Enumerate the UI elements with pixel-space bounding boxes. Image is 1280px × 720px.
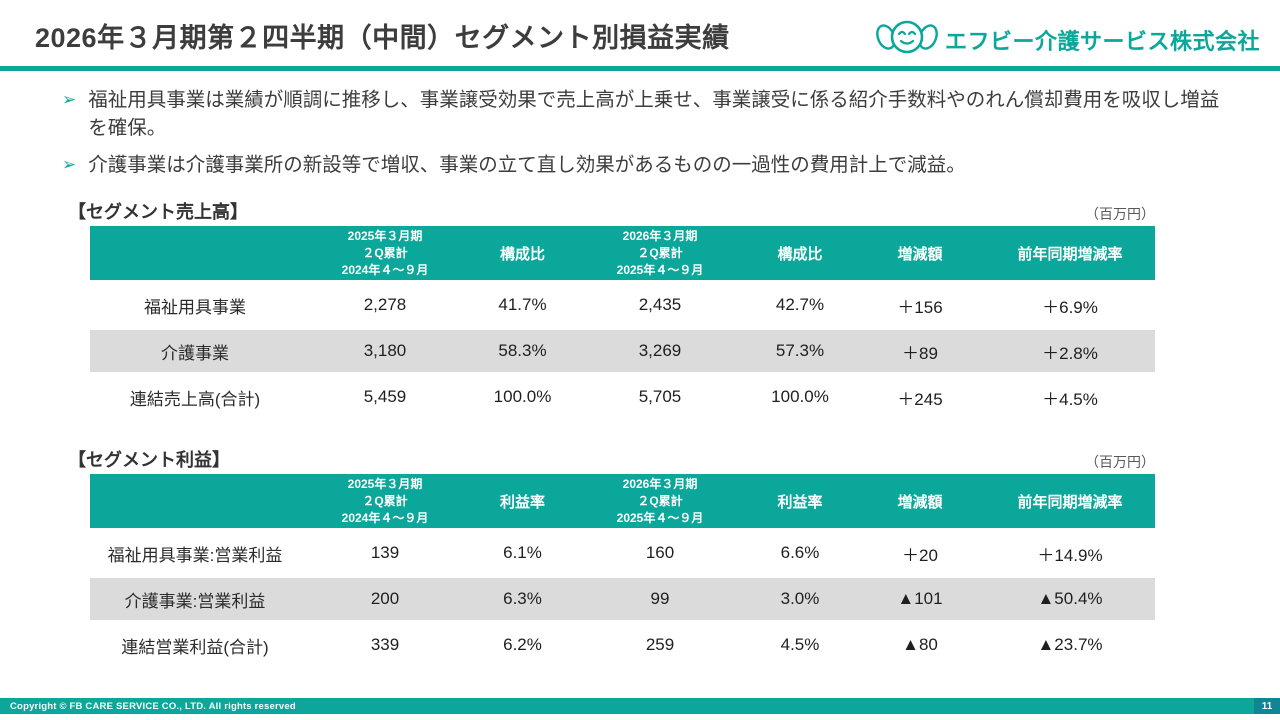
sales-section-title: 【セグメント売上高】 [68,202,248,222]
table-header-row: 2025年３月期 ２Q累計 2024年４～９月 利益率 2026年３月期 ２Q累… [90,474,1155,529]
table-cell: ＋2.8% [985,330,1155,373]
table-cell: 2,278 [300,284,470,327]
table-header-cell: 構成比 [745,226,855,281]
table-header-cell: 2025年３月期 ２Q累計 2024年４～９月 [300,226,470,281]
table-cell: 5,459 [300,376,470,419]
table-cell: 6.1% [470,532,575,575]
bullet-item: ➢ 福祉用具事業は業績が順調に推移し、事業譲受効果で売上高が上乗せ、事業譲受に係… [62,86,1222,143]
row-label: 介護事業:営業利益 [90,578,300,621]
table-header-cell [90,474,300,529]
bullet-text: 介護事業は介護事業所の新設等で増収、事業の立て直し効果があるものの一過性の費用計… [88,153,966,176]
table-header-cell: 増減額 [855,474,985,529]
company-logo: エフビー介護サービス株式会社 [875,16,1260,63]
bullet-arrow-icon: ➢ [62,90,77,109]
table-header-cell: 利益率 [745,474,855,529]
row-label: 連結売上高(合計) [90,376,300,419]
title-divider [0,66,1280,71]
table-header-row: 2025年３月期 ２Q累計 2024年４～９月 構成比 2026年３月期 ２Q累… [90,226,1155,281]
table-header-cell [90,226,300,281]
profit-section-header: 【セグメント利益】 （百万円） [68,446,1155,472]
profit-unit-label: （百万円） [1085,454,1155,470]
footer-bar: Copyright © FB CARE SERVICE CO., LTD. Al… [0,698,1280,714]
table-cell: 100.0% [470,376,575,419]
table-row: 福祉用具事業 2,278 41.7% 2,435 42.7% ＋156 ＋6.9… [90,284,1155,327]
table-cell: 139 [300,532,470,575]
table-cell: 3,180 [300,330,470,373]
bullet-item: ➢ 介護事業は介護事業所の新設等で増収、事業の立て直し効果があるものの一過性の費… [62,151,1222,179]
row-label: 福祉用具事業 [90,284,300,327]
table-header-cell: 前年同期増減率 [985,226,1155,281]
table-row: 介護事業:営業利益 200 6.3% 99 3.0% ▲101 ▲50.4% [90,578,1155,621]
bullet-text: 福祉用具事業は業績が順調に推移し、事業譲受効果で売上高が上乗せ、事業譲受に係る紹… [88,89,1220,140]
table-cell: 99 [575,578,745,621]
table-cell: 41.7% [470,284,575,327]
table-cell: 6.3% [470,578,575,621]
table-row: 福祉用具事業:営業利益 139 6.1% 160 6.6% ＋20 ＋14.9% [90,532,1155,575]
summary-bullets: ➢ 福祉用具事業は業績が順調に推移し、事業譲受効果で売上高が上乗せ、事業譲受に係… [62,86,1222,187]
profit-section-title: 【セグメント利益】 [68,450,230,470]
table-cell: 6.2% [470,624,575,667]
row-label: 連結営業利益(合計) [90,624,300,667]
table-cell: 5,705 [575,376,745,419]
table-header-cell: 構成比 [470,226,575,281]
table-cell: 339 [300,624,470,667]
table-cell: ＋4.5% [985,376,1155,419]
table-row: 連結売上高(合計) 5,459 100.0% 5,705 100.0% ＋245… [90,376,1155,419]
table-header-cell: 2026年３月期 ２Q累計 2025年４～９月 [575,474,745,529]
table-cell: ▲101 [855,578,985,621]
table-row: 介護事業 3,180 58.3% 3,269 57.3% ＋89 ＋2.8% [90,330,1155,373]
copyright-text: Copyright © FB CARE SERVICE CO., LTD. Al… [0,698,1254,714]
table-cell: ▲23.7% [985,624,1155,667]
table-cell: 3.0% [745,578,855,621]
table-cell: ＋89 [855,330,985,373]
table-cell: 3,269 [575,330,745,373]
table-cell: 42.7% [745,284,855,327]
table-cell: 2,435 [575,284,745,327]
table-header-cell: 2025年３月期 ２Q累計 2024年４～９月 [300,474,470,529]
page-title: 2026年３月期第２四半期（中間）セグメント別損益実績 [35,23,730,53]
table-row: 連結営業利益(合計) 339 6.2% 259 4.5% ▲80 ▲23.7% [90,624,1155,667]
table-header-cell: 利益率 [470,474,575,529]
table-cell: 259 [575,624,745,667]
row-label: 介護事業 [90,330,300,373]
table-cell: 4.5% [745,624,855,667]
table-cell: ＋14.9% [985,532,1155,575]
table-cell: ▲50.4% [985,578,1155,621]
table-cell: 58.3% [470,330,575,373]
company-logo-icon [875,16,939,63]
table-cell: ＋156 [855,284,985,327]
table-header-cell: 前年同期増減率 [985,474,1155,529]
table-cell: ＋245 [855,376,985,419]
segment-profit-table: 2025年３月期 ２Q累計 2024年４～９月 利益率 2026年３月期 ２Q累… [90,470,1155,670]
table-cell: ＋6.9% [985,284,1155,327]
row-label: 福祉用具事業:営業利益 [90,532,300,575]
table-cell: 100.0% [745,376,855,419]
table-cell: 6.6% [745,532,855,575]
segment-sales-table: 2025年３月期 ２Q累計 2024年４～９月 構成比 2026年３月期 ２Q累… [90,222,1155,422]
page-number: 11 [1254,698,1280,714]
company-logo-text: エフビー介護サービス株式会社 [944,28,1260,54]
sales-section-header: 【セグメント売上高】 （百万円） [68,198,1155,224]
table-cell: ＋20 [855,532,985,575]
sales-unit-label: （百万円） [1085,206,1155,222]
table-cell: 57.3% [745,330,855,373]
table-cell: ▲80 [855,624,985,667]
bullet-arrow-icon: ➢ [62,154,77,174]
table-cell: 160 [575,532,745,575]
table-header-cell: 2026年３月期 ２Q累計 2025年４～９月 [575,226,745,281]
table-cell: 200 [300,578,470,621]
table-header-cell: 増減額 [855,226,985,281]
